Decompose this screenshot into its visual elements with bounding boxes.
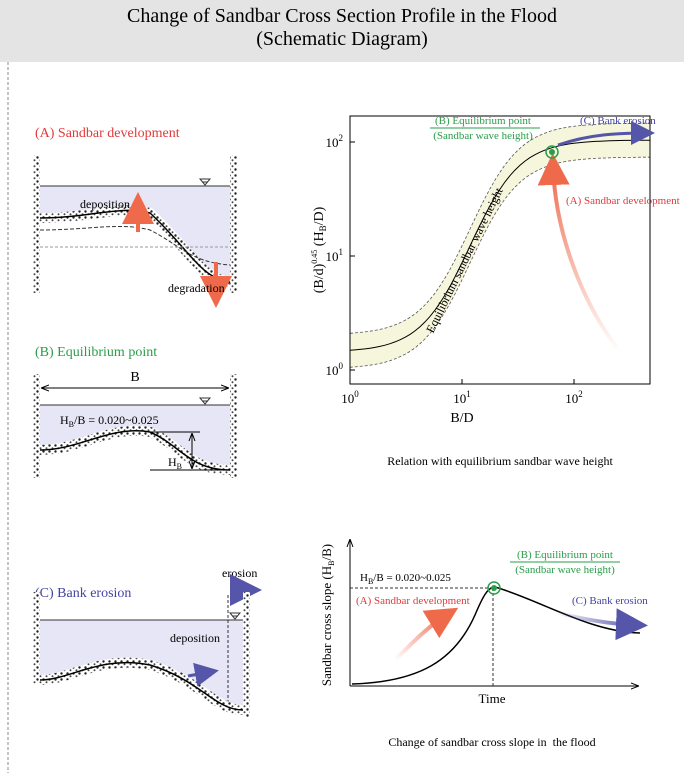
bank <box>33 374 40 478</box>
text-part: H <box>168 455 177 469</box>
point-label: (B) Equilibrium point <box>517 549 613 561</box>
caption: Relation with equilibrium sandbar wave h… <box>387 454 613 468</box>
text-part: 10 <box>565 391 578 406</box>
height-label: HB <box>168 455 182 471</box>
curve-label: Equilibrium sandbar wave height <box>423 185 506 335</box>
text-part: H <box>360 572 368 584</box>
plot-frame <box>349 115 651 385</box>
water <box>40 620 243 710</box>
surface-mark <box>228 612 242 620</box>
water <box>40 405 230 470</box>
width-label: B <box>130 370 139 385</box>
ratio-label: HB/B = 0.020~0.025 <box>60 413 159 429</box>
equilibrium-dot <box>549 149 555 155</box>
x-axis-label: Time <box>479 691 506 706</box>
tick-label: 101 <box>453 389 471 406</box>
development-arrow <box>537 153 622 354</box>
text-part: (H <box>312 231 327 249</box>
erosion-label: (C) Bank erosion <box>572 595 648 607</box>
y-axis-label: Sandbar cross slope (HB/B) <box>319 544 336 686</box>
development-label: (A) Sandbar development <box>566 195 680 207</box>
caption: Change of sandbar cross slope in the flo… <box>388 735 595 749</box>
point-sublabel: (Sandbar wave height) <box>433 130 533 142</box>
x-axis-label: B/D <box>450 411 473 426</box>
surface-mark <box>198 397 212 405</box>
bank <box>243 592 250 717</box>
annotation: deposition <box>80 197 130 211</box>
text-part: B <box>69 420 74 429</box>
panel-label: (A) Sandbar development <box>35 126 180 141</box>
text-part: 10 <box>326 135 339 150</box>
tick-label: 101 <box>326 247 344 264</box>
y-axis-label: (B/d)0.45 (HB/D) <box>310 206 328 293</box>
text-part: B <box>368 577 373 586</box>
title: Change of Sandbar Cross Section Profile … <box>127 5 557 27</box>
text-part: /D) <box>312 206 327 225</box>
bed-line <box>39 661 244 711</box>
bank <box>230 155 237 293</box>
equilibrium-point <box>487 581 501 595</box>
tick-label: 100 <box>326 361 344 378</box>
text-part: 10 <box>326 363 339 378</box>
tick-label: 102 <box>326 133 344 150</box>
point-label: (B) Equilibrium point <box>435 115 531 127</box>
development-label: (A) Sandbar development <box>356 595 470 607</box>
bank <box>230 374 237 478</box>
center-curve <box>349 139 650 351</box>
text-part: 2 <box>578 389 583 399</box>
tick-label: 102 <box>565 389 583 406</box>
bed-line <box>39 430 231 471</box>
bank <box>33 592 40 684</box>
text-part: (B/d) <box>312 263 327 293</box>
title-band <box>0 0 684 62</box>
ratio-label: HB/B = 0.020~0.025 <box>360 572 451 586</box>
equilibrium-point <box>545 145 559 159</box>
deposition-arrow <box>187 662 219 687</box>
text-part: H <box>60 413 69 427</box>
text-part: 0 <box>339 361 344 371</box>
text-part: 2 <box>339 133 344 143</box>
subtitle: (Schematic Diagram) <box>256 28 428 50</box>
surface-mark <box>198 178 212 186</box>
text-part: 0.45 <box>310 250 319 264</box>
erosion-arrow <box>557 121 655 147</box>
text-part: B <box>177 462 182 471</box>
text-part: B <box>327 561 336 566</box>
annotation: deposition <box>170 631 220 645</box>
annotation: degradation <box>168 281 225 295</box>
annotation: erosion <box>222 566 257 580</box>
text-part: /B = 0.020~0.025 <box>373 572 451 584</box>
text-part: 0 <box>354 389 359 399</box>
old-bed <box>39 225 231 266</box>
panel-label: (B) Equilibrium point <box>35 345 157 360</box>
text-part: 1 <box>466 389 471 399</box>
text-part: B <box>318 225 328 231</box>
text-part: Sandbar cross slope (H <box>319 566 334 686</box>
text-part: /B = 0.020~0.025 <box>74 413 159 427</box>
text-part: 10 <box>453 391 466 406</box>
tick-label: 100 <box>341 389 359 406</box>
panel-label: (C) Bank erosion <box>35 586 131 601</box>
text-part: 1 <box>339 247 344 257</box>
text-part: 10 <box>326 249 339 264</box>
erosion-arrow <box>554 608 648 641</box>
text-part: 10 <box>341 391 354 406</box>
point-sublabel: (Sandbar wave height) <box>515 564 615 576</box>
equilibrium-dot <box>491 585 497 591</box>
development-arrow <box>393 607 459 662</box>
text-part: /B) <box>319 544 334 561</box>
bank <box>33 155 40 293</box>
erosion-label: (C) Bank erosion <box>580 115 656 127</box>
